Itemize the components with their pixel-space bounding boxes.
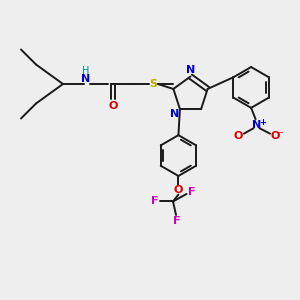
Text: N: N (252, 120, 261, 130)
Text: O: O (174, 185, 183, 195)
Text: F: F (151, 196, 158, 206)
Text: O: O (234, 131, 243, 141)
Text: +: + (260, 118, 267, 127)
Text: N: N (186, 65, 195, 75)
Text: F: F (188, 187, 196, 196)
Text: H: H (82, 66, 89, 76)
Text: S: S (149, 79, 157, 89)
Text: F: F (173, 216, 180, 226)
Text: N: N (170, 110, 179, 119)
Text: O: O (108, 100, 118, 111)
Text: O: O (271, 131, 280, 141)
Text: $^{-}$: $^{-}$ (277, 130, 284, 140)
Text: N: N (81, 74, 90, 84)
